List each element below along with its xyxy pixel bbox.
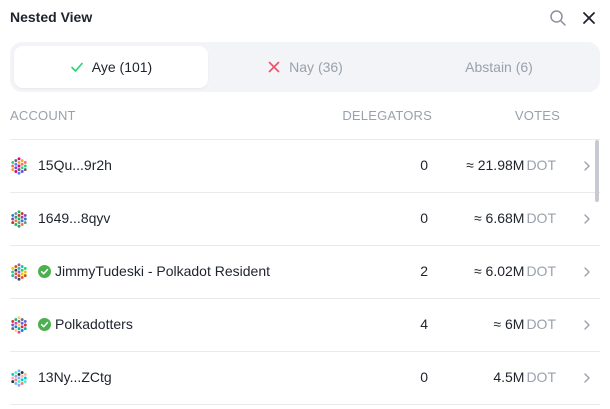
votes-unit: DOT (526, 369, 556, 385)
tab-abstain-label: Abstain (6) (465, 59, 533, 75)
account-name: Polkadotters (55, 316, 133, 332)
table-row[interactable]: 13Ny...ZCtg 0 4.5M DOT (10, 352, 600, 405)
votes-unit: DOT (526, 210, 556, 226)
account-name: JimmyTudeski - Polkadot Resident (55, 263, 271, 279)
table-header: ACCOUNT DELEGATORS VOTES (0, 108, 610, 128)
votes-amount: ≈ 6.02M DOT (474, 263, 556, 279)
votes-unit: DOT (526, 316, 556, 332)
votes-amount: ≈ 21.98M DOT (466, 157, 556, 173)
table-row[interactable]: 1649...8qyv 0 ≈ 6.68M DOT (10, 193, 600, 246)
polkadot-identicon-icon (11, 316, 27, 334)
column-header-delegators: DELEGATORS (342, 108, 432, 123)
delegators-count: 0 (420, 157, 428, 173)
tab-aye[interactable]: Aye (101) (14, 46, 208, 88)
x-icon (268, 61, 280, 73)
chevron-right-icon (584, 161, 590, 171)
polkadot-identicon-icon (11, 263, 27, 281)
panel-header: Nested View (0, 0, 610, 36)
delegators-count: 2 (420, 263, 428, 279)
votes-value: ≈ 6.02M (473, 263, 525, 279)
delegators-count: 0 (420, 210, 428, 226)
table-row[interactable]: JimmyTudeski - Polkadot Resident 2 ≈ 6.0… (10, 246, 600, 299)
chevron-right-icon (584, 320, 590, 330)
tab-aye-label: Aye (101) (91, 59, 153, 75)
account-name: 13Ny...ZCtg (38, 369, 112, 385)
votes-value: 4.5M (493, 369, 525, 385)
divider (10, 139, 600, 140)
delegators-count: 0 (420, 369, 428, 385)
voter-list: 15Qu...9r2h 0 ≈ 21.98M DOT 1649...8qyv 0 … (0, 140, 610, 405)
chevron-right-icon (584, 373, 590, 383)
votes-amount: ≈ 6M DOT (493, 316, 556, 332)
delegators-count: 4 (420, 316, 428, 332)
polkadot-identicon-icon (11, 157, 27, 175)
votes-amount: ≈ 6.68M DOT (474, 210, 556, 226)
vote-tabs: Aye (101) Nay (36) Abstain (6) (10, 42, 600, 92)
votes-value: ≈ 6.68M (473, 210, 525, 226)
table-row[interactable]: Polkadotters 4 ≈ 6M DOT (10, 299, 600, 352)
panel-title: Nested View (10, 9, 93, 25)
scrollbar-thumb[interactable] (595, 140, 599, 202)
check-icon (70, 62, 83, 72)
votes-unit: DOT (526, 263, 556, 279)
verified-icon (38, 265, 51, 278)
tab-nay-label: Nay (36) (289, 59, 343, 75)
column-header-votes: VOTES (514, 108, 560, 123)
close-icon[interactable] (580, 9, 598, 27)
table-row[interactable]: 15Qu...9r2h 0 ≈ 21.98M DOT (10, 140, 600, 193)
tab-nay[interactable]: Nay (36) (208, 46, 402, 88)
verified-icon (38, 318, 51, 331)
votes-value: ≈ 6M (493, 316, 525, 332)
tab-abstain[interactable]: Abstain (6) (402, 46, 596, 88)
column-header-account: ACCOUNT (10, 108, 76, 123)
votes-amount: 4.5M DOT (493, 369, 556, 385)
polkadot-identicon-icon (11, 369, 27, 387)
votes-unit: DOT (526, 157, 556, 173)
polkadot-identicon-icon (11, 210, 27, 228)
search-icon[interactable] (549, 9, 567, 27)
chevron-right-icon (584, 267, 590, 277)
chevron-right-icon (584, 214, 590, 224)
votes-value: ≈ 21.98M (466, 157, 525, 173)
account-name: 1649...8qyv (38, 210, 111, 226)
account-name: 15Qu...9r2h (38, 157, 112, 173)
